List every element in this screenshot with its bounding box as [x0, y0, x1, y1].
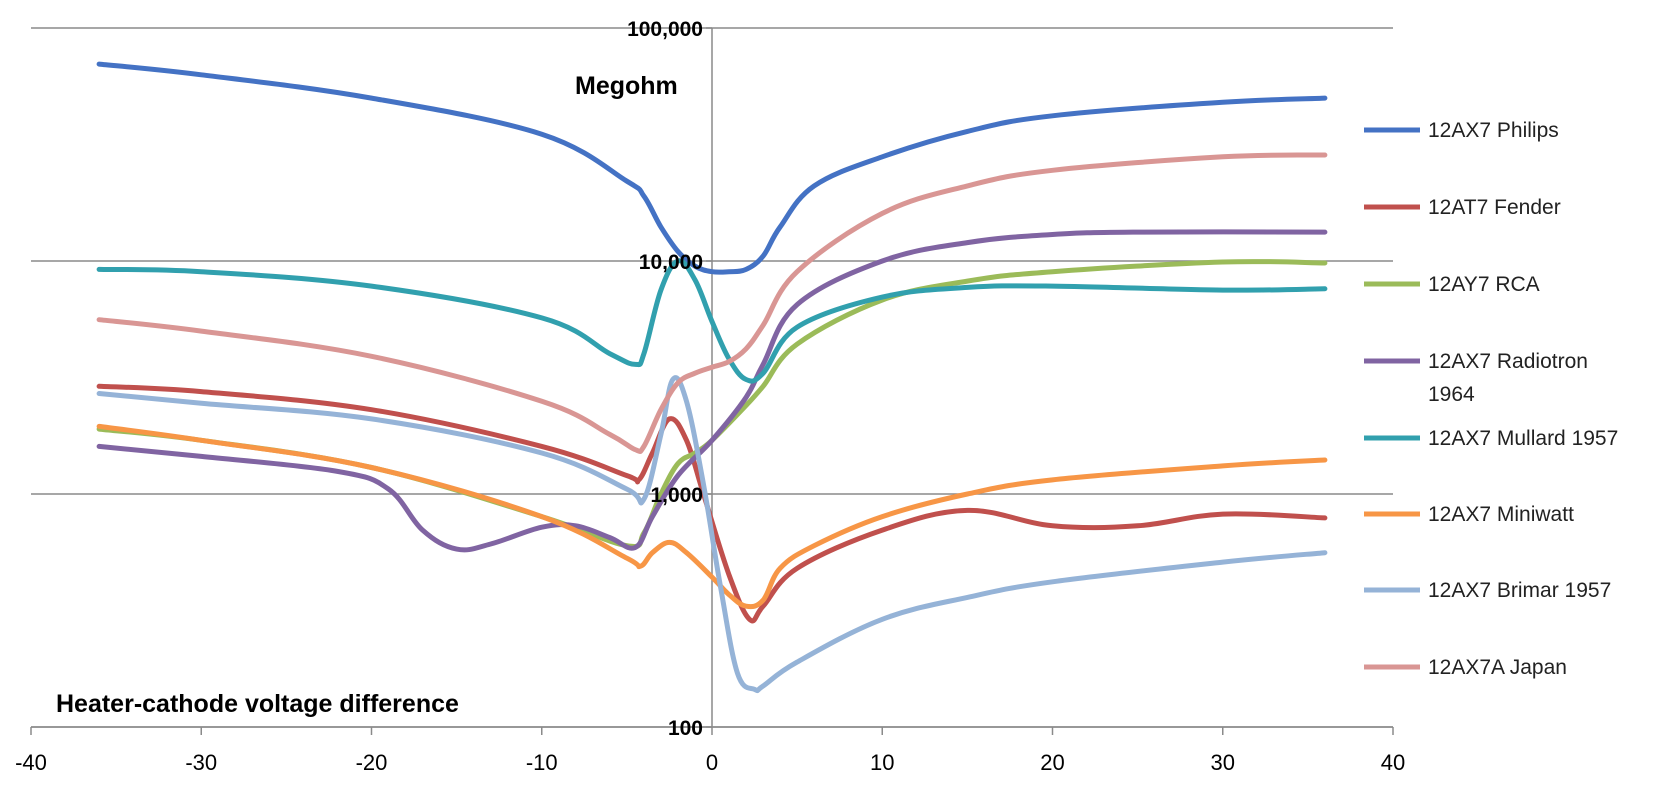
y-tick-label: 10,000 — [639, 251, 703, 274]
x-tick-label: 40 — [1381, 750, 1405, 775]
x-tick-label: 0 — [706, 750, 718, 775]
x-axis-title: Heater-cathode voltage difference — [56, 690, 459, 718]
series-line-12ax7-radiotron-1964 — [96, 229, 1328, 553]
legend-label-12ax7-mullard-1957: 12AX7 Mullard 1957 — [1428, 427, 1618, 450]
x-tick-label: -20 — [356, 750, 388, 775]
y-tick-labels: 100 1,000 10,000 100,000 — [627, 18, 703, 740]
legend-label-12ax7-miniwatt: 12AX7 Miniwatt — [1428, 503, 1574, 526]
x-tick-label: -40 — [15, 750, 47, 775]
legend: 12AX7 Philips 12AT7 Fender 12AY7 RCA 12AX7 … — [1364, 119, 1618, 679]
legend-label-12ay7-rca: 12AY7 RCA — [1428, 273, 1540, 296]
x-tick-labels: -40 -30 -20 -10 0 10 20 30 40 — [15, 750, 1405, 775]
x-tick-label: -30 — [185, 750, 217, 775]
x-tick-label: -10 — [526, 750, 558, 775]
y-tick-label: 1,000 — [650, 484, 703, 507]
axes — [30, 27, 1394, 735]
legend-label-12ax7-brimar-1957: 12AX7 Brimar 1957 — [1428, 579, 1611, 602]
series-line-12ax7-philips — [96, 61, 1328, 275]
legend-label-12ax7-radiotron-1964: 12AX7 Radiotron 1964 — [1428, 350, 1588, 406]
legend-label-12ax7-philips: 12AX7 Philips — [1428, 119, 1559, 142]
legend-label-12ax7a-japan: 12AX7A Japan — [1428, 656, 1567, 679]
y-tick-label: 100,000 — [627, 18, 703, 41]
series-lines — [96, 61, 1328, 694]
x-tick-label: 30 — [1211, 750, 1235, 775]
series-line-12ax7-brimar-1957 — [96, 375, 1328, 694]
y-axis-title: Megohm — [575, 72, 678, 100]
x-tick-label: 20 — [1040, 750, 1064, 775]
series-line-12ax7-mullard-1957 — [96, 258, 1328, 384]
x-tick-label: 10 — [870, 750, 894, 775]
legend-label-12at7-fender: 12AT7 Fender — [1428, 196, 1561, 219]
y-tick-label: 100 — [668, 717, 703, 740]
series-line-12ax7a-japan — [96, 152, 1328, 455]
